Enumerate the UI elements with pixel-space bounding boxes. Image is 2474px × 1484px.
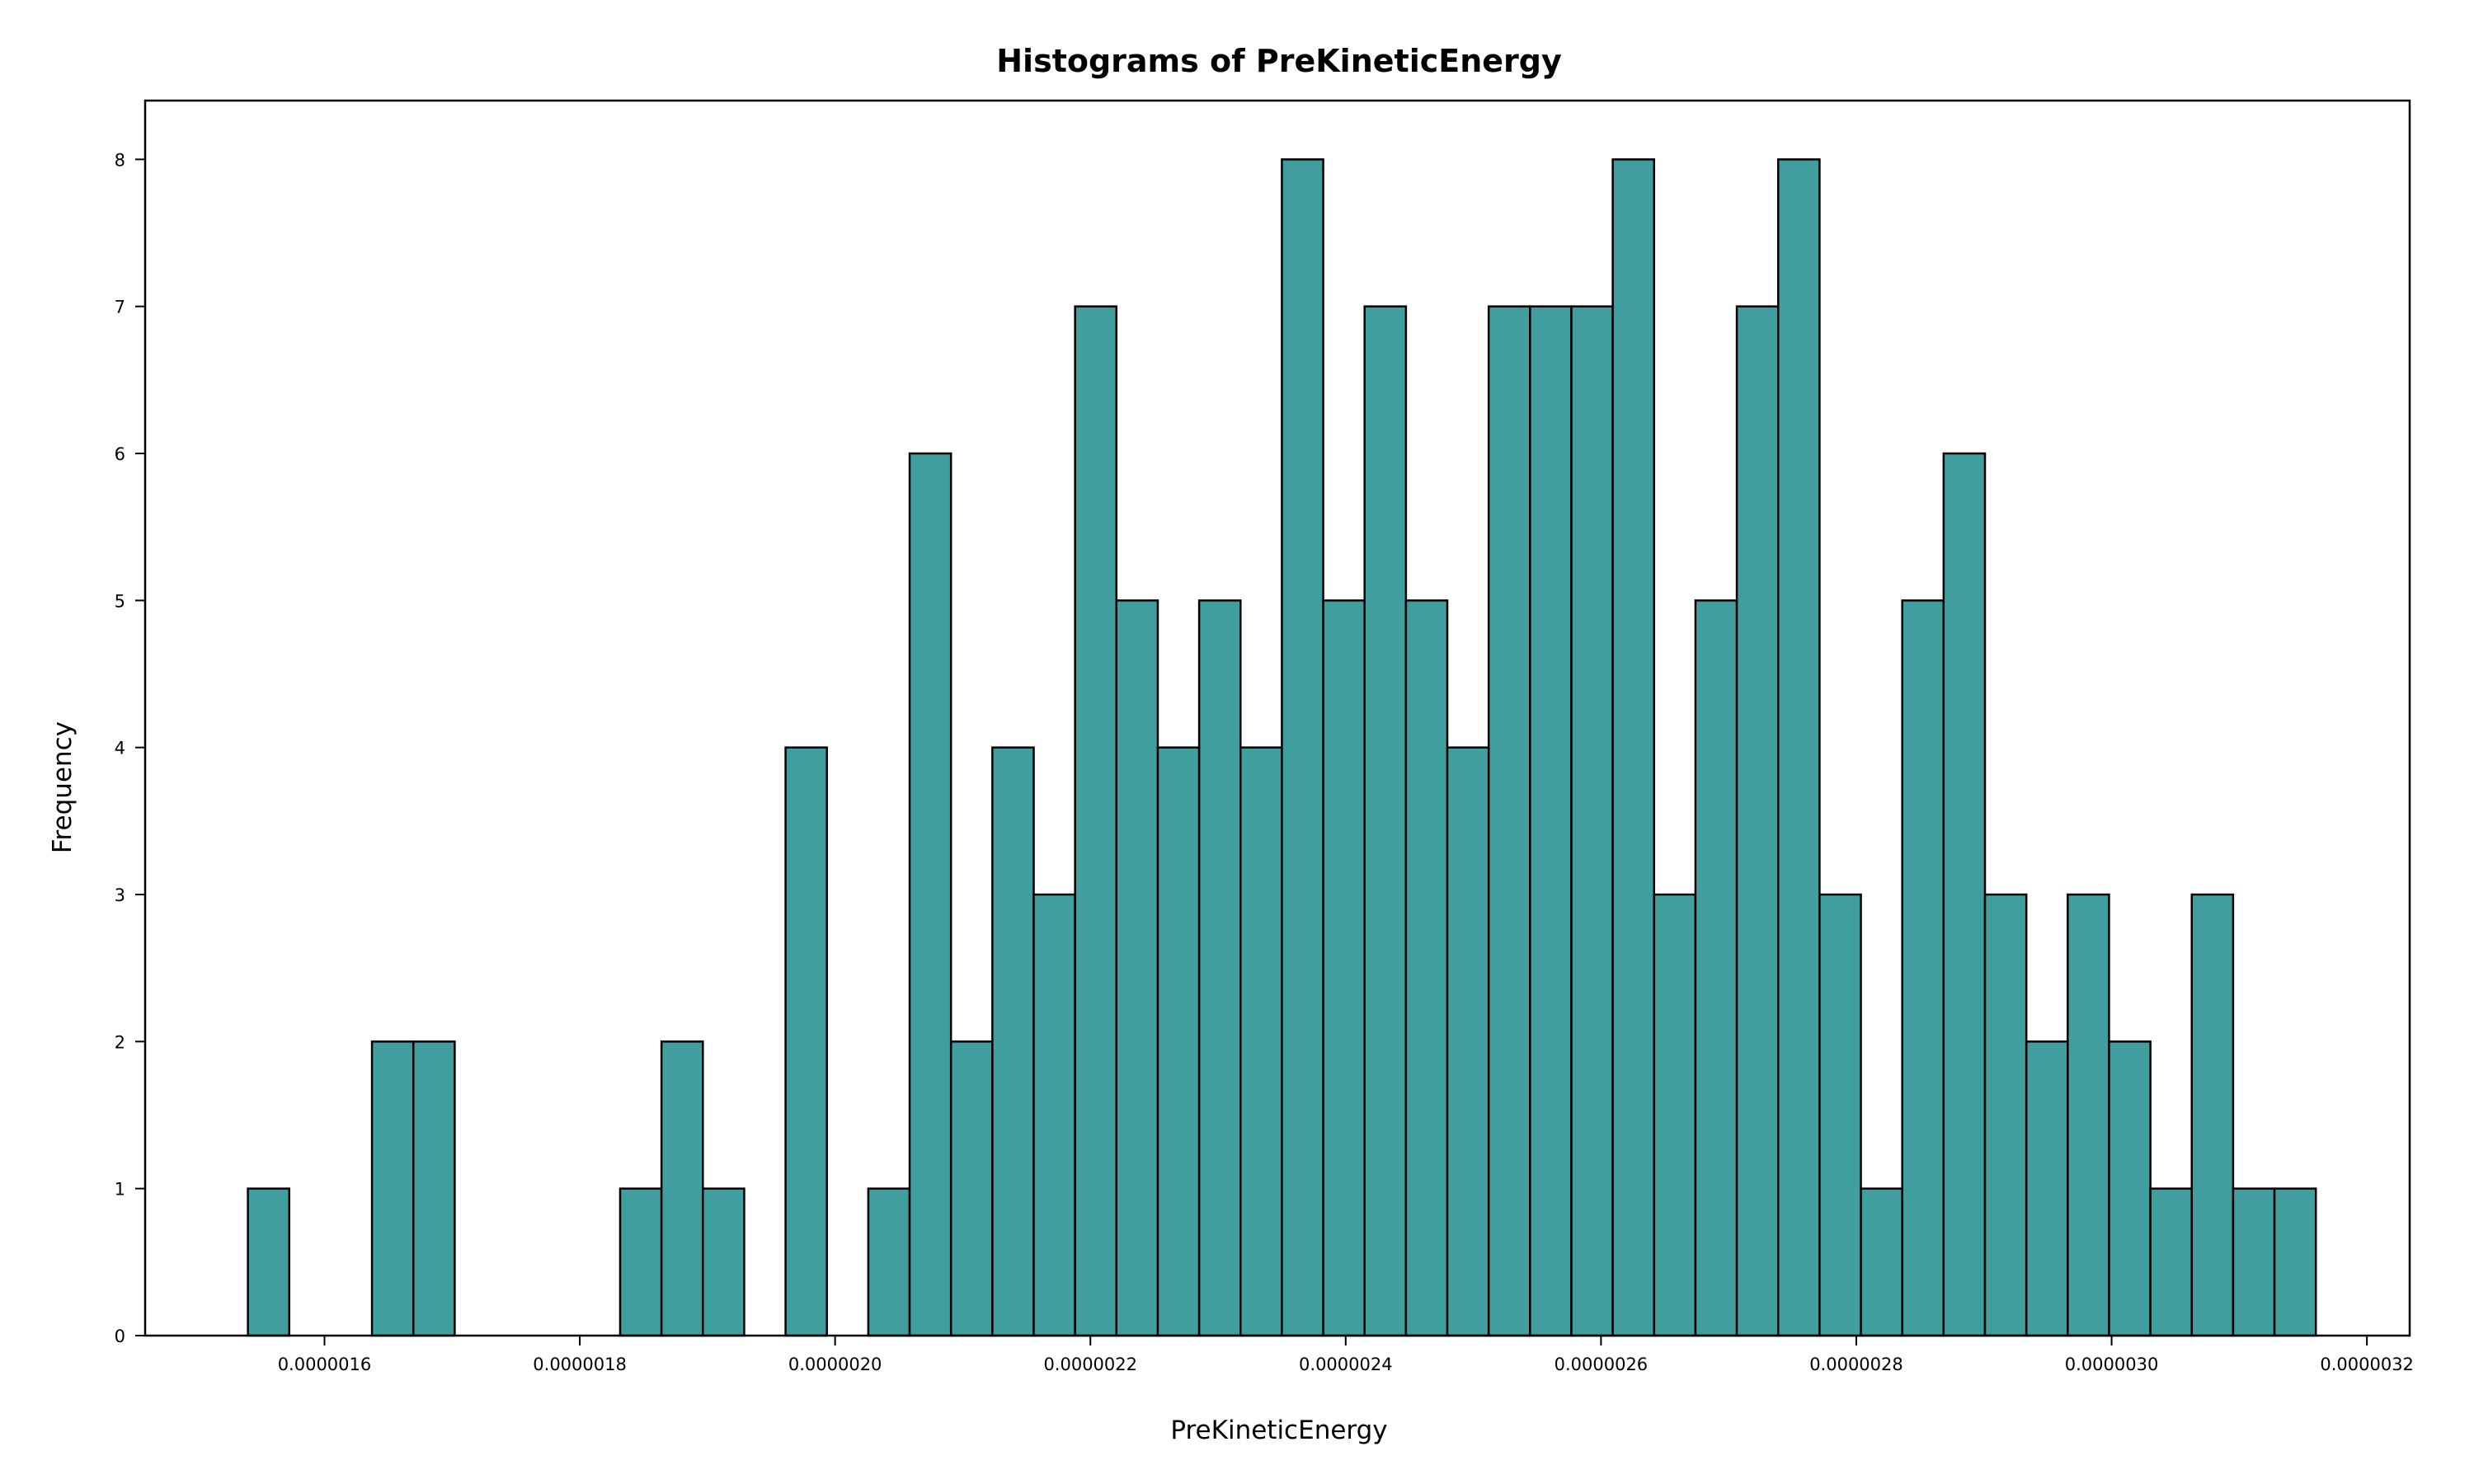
histogram-bar	[2273, 1187, 2317, 1337]
bars-group	[247, 158, 2317, 1337]
histogram-bar	[1239, 746, 1283, 1337]
histogram-bar	[1776, 158, 1821, 1337]
histogram-bar	[2232, 1187, 2276, 1337]
histogram-bar	[2108, 1040, 2152, 1337]
histogram-bar	[660, 1040, 704, 1337]
histogram-bar	[1281, 158, 1324, 1337]
histogram-bar	[2149, 1187, 2194, 1337]
histogram-bar	[1363, 305, 1408, 1337]
x-axis-label: PreKineticEnergy	[1170, 1416, 1387, 1445]
histogram-bar	[618, 1187, 663, 1337]
histogram-bar	[1901, 599, 1945, 1337]
histogram-bar	[1694, 599, 1738, 1337]
histogram-bar	[1611, 158, 1656, 1337]
x-tick-label: 0.0000030	[2065, 1355, 2159, 1374]
histogram-bar	[949, 1040, 994, 1337]
x-tick-label: 0.0000018	[533, 1355, 627, 1374]
x-tick-label: 0.0000022	[1043, 1355, 1137, 1374]
x-tick-label: 0.0000028	[1809, 1355, 1903, 1374]
histogram-bar	[2190, 893, 2235, 1337]
histogram-bar	[1404, 599, 1449, 1337]
histogram-bar	[1570, 305, 1614, 1337]
x-tick-label: 0.0000024	[1299, 1355, 1393, 1374]
histogram-bar	[702, 1187, 745, 1337]
histogram-bar	[1032, 893, 1076, 1337]
x-tick-label: 0.0000020	[788, 1355, 882, 1374]
chart-title: Histograms of PreKineticEnergy	[996, 43, 1562, 79]
histogram-bar	[908, 452, 952, 1337]
histogram-bar	[2067, 893, 2110, 1337]
plot-frame	[143, 99, 2411, 1337]
histogram-bar	[1074, 305, 1118, 1337]
histogram-bar	[1115, 599, 1159, 1337]
histogram-bar	[412, 1040, 456, 1337]
y-tick-label: 8	[115, 150, 125, 170]
x-axis-ticks: 0.0000016 0.0000018 0.0000020 0.0000022 0.00…	[278, 1336, 2414, 1374]
y-tick-label: 7	[115, 298, 125, 317]
y-tick-label: 4	[115, 739, 125, 758]
histogram-bar	[1818, 893, 1862, 1337]
histogram-bar	[1529, 305, 1573, 1337]
x-tick-label: 0.0000026	[1554, 1355, 1649, 1374]
y-tick-label: 0	[115, 1327, 125, 1346]
y-axis-label: Frequency	[48, 721, 78, 853]
histogram-bar	[1197, 599, 1242, 1337]
y-axis-ticks: 0 1 2 3 4 5 6 7 8	[115, 150, 145, 1346]
histogram-bar	[1860, 1187, 1903, 1337]
histogram-bar	[1322, 599, 1366, 1337]
y-tick-label: 6	[115, 444, 125, 464]
histogram-bar	[867, 1187, 911, 1337]
x-tick-label: 0.0000032	[2320, 1355, 2414, 1374]
y-tick-label: 3	[115, 885, 125, 905]
histogram-bar	[370, 1040, 415, 1337]
histogram-bar	[1735, 305, 1780, 1337]
y-tick-label: 2	[115, 1032, 125, 1052]
y-tick-label: 1	[115, 1180, 125, 1200]
histogram-bar	[2025, 1040, 2069, 1337]
histogram-bar	[991, 746, 1035, 1337]
histogram-bar	[1446, 746, 1490, 1337]
histogram-bar	[1983, 893, 2028, 1337]
x-tick-label: 0.0000016	[278, 1355, 372, 1374]
histogram-bar	[1653, 893, 1697, 1337]
histogram-bar	[1156, 746, 1201, 1337]
histogram-bar	[1942, 452, 1987, 1337]
histogram-bar	[247, 1187, 291, 1337]
histogram-bar	[1487, 305, 1531, 1337]
histogram-bar	[784, 746, 828, 1337]
y-tick-label: 5	[115, 591, 125, 611]
